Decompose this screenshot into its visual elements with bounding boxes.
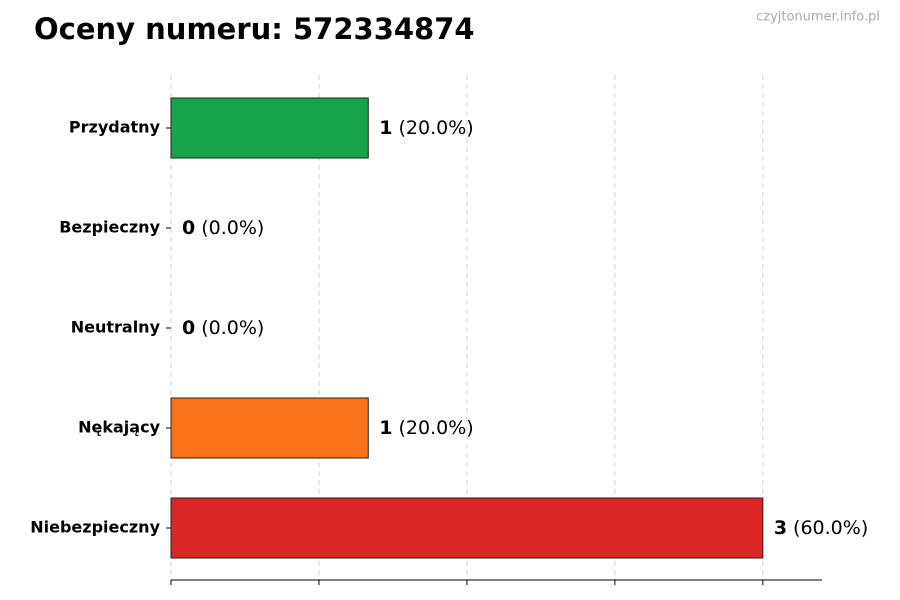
value-count: 0 [182,217,195,239]
bar [170,497,764,559]
value-percent: (20.0%) [399,117,474,139]
value-percent: (20.0%) [399,417,474,439]
value-count: 3 [774,517,787,539]
value-label: 0 (0.0%) [182,217,264,239]
y-tick-label: Neutralny [71,318,161,337]
value-label: 3 (60.0%) [774,517,868,539]
bar [170,397,369,459]
value-percent: (60.0%) [793,517,868,539]
value-label: 1 (20.0%) [379,117,473,139]
y-tick-label: Nękający [78,418,160,437]
value-percent: (0.0%) [201,217,264,239]
value-count: 1 [379,417,392,439]
watermark: czyjtonumer.info.pl [756,10,880,25]
value-label: 1 (20.0%) [379,417,473,439]
bar [170,97,369,159]
y-tick-label: Bezpieczny [59,218,160,237]
value-label: 0 (0.0%) [182,317,264,339]
chart-title: Oceny numeru: 572334874 [34,12,475,46]
y-tick-label: Przydatny [69,118,161,137]
value-count: 1 [379,117,392,139]
value-percent: (0.0%) [201,317,264,339]
y-tick-label: Niebezpieczny [30,518,160,537]
value-count: 0 [182,317,195,339]
